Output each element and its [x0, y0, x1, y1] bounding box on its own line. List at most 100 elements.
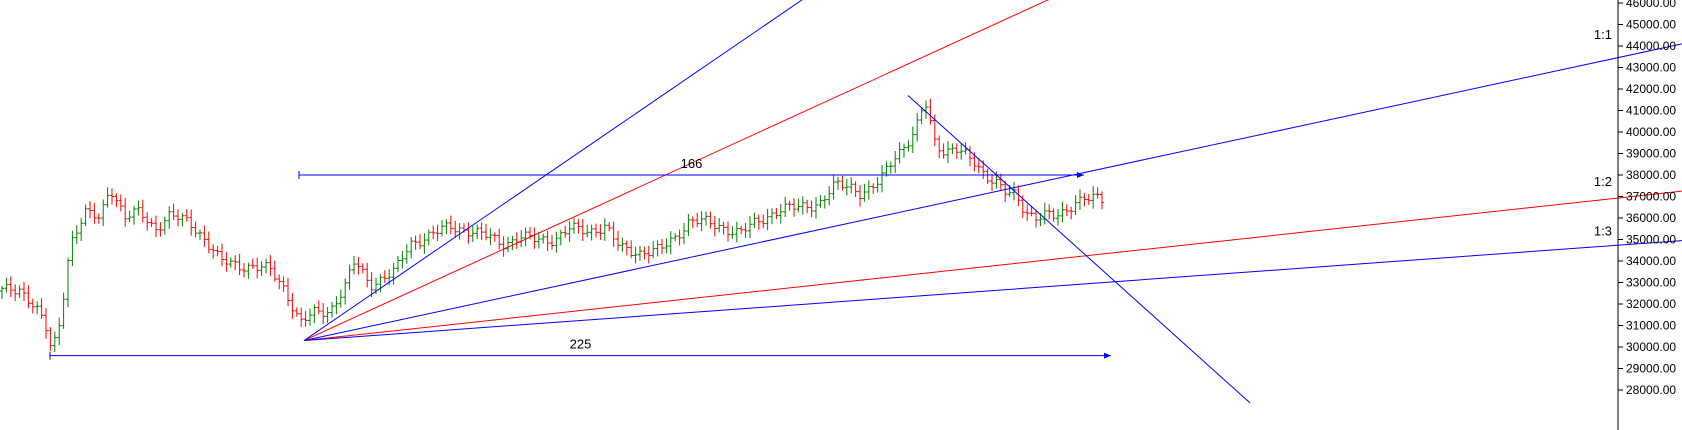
y-tick: 43000.00: [1618, 61, 1676, 75]
ohlc-bar: [998, 173, 1003, 191]
y-tick: 30000.00: [1618, 340, 1676, 354]
y-tick-label: 44000.00: [1626, 39, 1676, 53]
ohlc-bar: [519, 230, 524, 248]
y-tick: 39000.00: [1618, 147, 1676, 161]
bar-count-measure: 225: [49, 337, 1111, 360]
ohlc-bar: [66, 257, 70, 308]
ohlc-bar: [708, 211, 713, 229]
ohlc-bar: [215, 245, 220, 257]
y-tick-label: 30000.00: [1626, 340, 1676, 354]
ohlc-bar: [651, 240, 656, 259]
ohlc-bar: [765, 208, 770, 231]
ohlc-bar: [264, 258, 268, 274]
y-tick: 38000.00: [1618, 168, 1676, 182]
ohlc-bar: [176, 209, 180, 227]
ohlc-bar: [1073, 194, 1078, 216]
ohlc-bar: [206, 231, 211, 254]
ohlc-bar: [79, 217, 84, 241]
ohlc-bar: [426, 229, 431, 246]
ohlc-bar: [1038, 212, 1043, 227]
ohlc-bar: [739, 225, 744, 235]
ohlc-bar: [497, 228, 502, 250]
y-tick-label: 41000.00: [1626, 104, 1676, 118]
ohlc-bar: [1029, 205, 1034, 217]
ohlc-bar: [853, 181, 858, 198]
ohlc-bar: [554, 231, 559, 253]
ohlc-bar: [378, 274, 383, 293]
ohlc-bar: [880, 165, 884, 193]
ohlc-bar: [83, 204, 88, 227]
y-tick-label: 33000.00: [1626, 276, 1676, 290]
ohlc-bar: [1064, 204, 1069, 217]
ohlc-bar: [281, 276, 286, 292]
ohlc-bar: [1100, 191, 1104, 210]
ohlc-bar: [228, 257, 233, 268]
ohlc-bar: [149, 217, 154, 228]
ohlc-bar: [792, 198, 796, 217]
ohlc-bar: [840, 175, 845, 191]
ohlc-bar: [787, 200, 792, 211]
ohlc-bar: [567, 220, 572, 242]
ohlc-bar: [303, 310, 308, 327]
ohlc-bar: [875, 177, 880, 193]
ohlc-bar: [422, 233, 427, 254]
ohlc-bar: [594, 223, 598, 238]
ohlc-bar: [726, 221, 730, 242]
ohlc-bar: [404, 244, 409, 264]
ohlc-bar: [272, 260, 277, 282]
ohlc-bar: [396, 256, 400, 273]
ohlc-bar: [963, 142, 968, 155]
ohlc-bar: [233, 255, 238, 271]
ohlc-bar: [255, 257, 260, 279]
ohlc-bar: [721, 221, 726, 235]
ohlc-bar: [752, 212, 757, 229]
ohlc-bar: [321, 303, 326, 324]
ohlc-bar: [242, 263, 246, 278]
ohlc-bar: [668, 231, 673, 255]
ohlc-bar: [633, 246, 638, 264]
ohlc-bar: [673, 233, 678, 242]
gann-fan-line-2: [303, 0, 1049, 342]
y-tick: 34000.00: [1618, 254, 1676, 268]
ohlc-bar: [52, 331, 57, 353]
ohlc-bar: [642, 246, 647, 260]
ohlc-bar: [440, 220, 444, 237]
ohlc-bar: [338, 289, 343, 308]
ohlc-bar: [26, 285, 31, 309]
ohlc-bar: [35, 301, 40, 315]
ohlc-bar: [814, 196, 818, 219]
ohlc-bar: [74, 225, 79, 244]
ohlc-bar: [968, 146, 972, 167]
measure-label: 166: [681, 156, 703, 171]
ohlc-bar: [162, 216, 167, 235]
ohlc-bar: [140, 199, 145, 223]
ohlc-bar: [334, 296, 339, 315]
ohlc-bar: [941, 143, 946, 159]
gann-fan-line-3: [303, 43, 1682, 342]
ohlc-bar: [127, 210, 132, 223]
y-tick-label: 32000.00: [1626, 297, 1676, 311]
ohlc-bar: [809, 200, 814, 218]
ohlc-bar: [558, 229, 563, 246]
ohlc-bar: [1051, 208, 1056, 222]
y-tick: 44000.00: [1618, 39, 1676, 53]
y-tick-label: 40000.00: [1626, 125, 1676, 139]
ohlc-bar: [818, 195, 823, 208]
ohlc-bar: [1060, 201, 1065, 223]
ohlc-bar: [391, 263, 396, 285]
ohlc-bar: [294, 307, 299, 317]
ohlc-bar: [352, 256, 356, 275]
ohlc-bar: [514, 232, 519, 249]
ohlc-bar: [92, 202, 97, 224]
ohlc-bar: [783, 196, 788, 217]
y-tick-label: 34000.00: [1626, 254, 1676, 268]
ohlc-bar: [602, 218, 607, 241]
ohlc-bar: [629, 240, 634, 259]
ohlc-bar: [237, 253, 242, 276]
ohlc-bar: [778, 203, 783, 224]
ohlc-bar: [884, 161, 889, 177]
ohlc-bar: [906, 140, 911, 152]
y-tick: 35000.00: [1618, 233, 1676, 247]
ohlc-bar: [589, 224, 594, 241]
y-tick-label: 37000.00: [1626, 190, 1676, 204]
